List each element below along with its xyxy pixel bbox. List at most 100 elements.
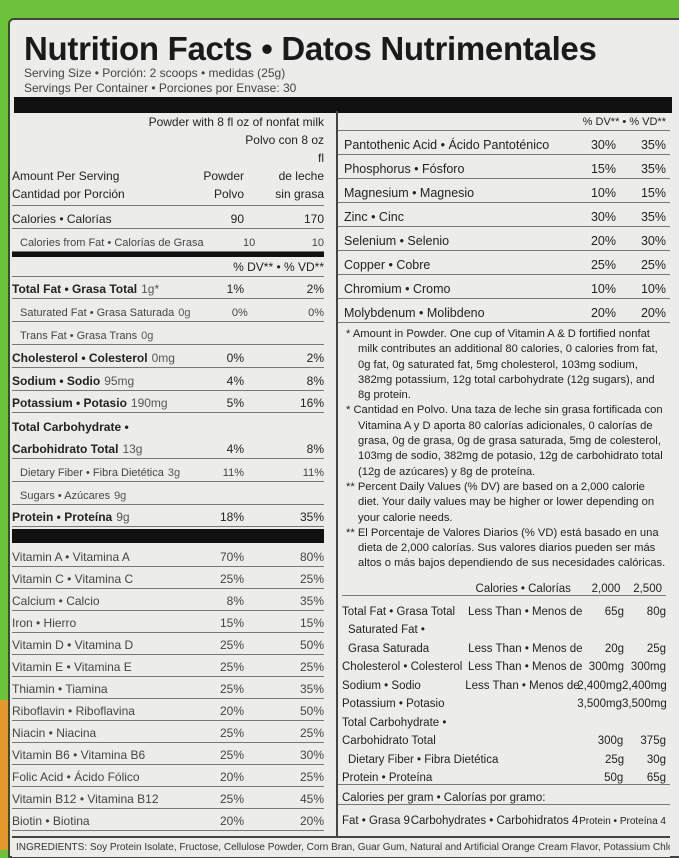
nutrient-amount: 0g bbox=[178, 307, 191, 320]
cell-b: 35% bbox=[640, 162, 666, 176]
dv-row: Total Carbohydrate • bbox=[338, 710, 670, 729]
nutrient-dv: 18% bbox=[219, 510, 244, 525]
cell-a: 2,400mg bbox=[577, 679, 622, 692]
col-powder: Powder bbox=[203, 169, 244, 183]
cell-b: 30% bbox=[640, 234, 666, 248]
dv-calories-label: Calories • Calorías bbox=[475, 583, 571, 596]
nutrient-dv: 2% bbox=[306, 282, 324, 297]
servings-per-container: Servings Per Container • Porciones por E… bbox=[24, 81, 297, 95]
nutrient-name: Sugars • Azúcares bbox=[20, 489, 111, 502]
nutrient-dv: 0% bbox=[231, 307, 248, 320]
nutrient-dv: 5% bbox=[226, 396, 244, 411]
cell-name: Vitamin E • Vitamina E bbox=[12, 660, 132, 675]
cell-n: Potassium • Potasio bbox=[342, 698, 445, 711]
nutrient-amount: 9g bbox=[116, 510, 130, 525]
cell-name: Calories • Calorías bbox=[12, 211, 112, 226]
nutrient-amount: 95mg bbox=[104, 373, 135, 388]
serving-size: Serving Size • Porción: 2 scoops • medid… bbox=[24, 66, 286, 80]
footnotes: * Amount in Powder. One cup of Vitamin A… bbox=[338, 323, 670, 572]
minerals-dv-header: % DV** • % VD** bbox=[582, 116, 666, 128]
vitamin-row: Vitamin D • Vitamina D 25% 50% bbox=[12, 633, 324, 656]
cell-a: 25% bbox=[219, 748, 244, 763]
cell-b: 35% bbox=[640, 210, 666, 224]
ingredients: INGREDIENTS: Soy Protein Isolate, Fructo… bbox=[12, 836, 670, 857]
dv-header: % DV** • % VD** bbox=[233, 259, 324, 274]
nutrient-dv: 1% bbox=[226, 282, 244, 297]
cell-b: 10 bbox=[311, 236, 324, 249]
dv-row: Total Fat • Grasa Total Less Than • Menos… bbox=[338, 599, 670, 618]
nutrient-name: Saturated Fat • Grasa Saturada bbox=[20, 307, 175, 320]
cell-name: Chromium • Cromo bbox=[344, 282, 451, 296]
nutrient-dv: 4% bbox=[226, 441, 244, 456]
cell-name: Pantothenic Acid • Ácido Pantoténico bbox=[344, 138, 550, 152]
cell-name: Vitamin D • Vitamina D bbox=[12, 638, 134, 653]
carb-cal: Carbohydrates • Carbohidratos 4 bbox=[410, 815, 579, 828]
dv-row: Carbohidrato Total 300g 375g bbox=[338, 729, 670, 747]
cell-b: 50% bbox=[299, 638, 324, 653]
cell-l: Less Than • Menos de bbox=[468, 661, 583, 674]
nutrient-dv: 0% bbox=[308, 307, 324, 320]
vitamin-row: Thiamin • Tiamina 25% 35% bbox=[12, 677, 324, 700]
dv-2000: 2,000 bbox=[591, 583, 621, 596]
nutrient-name: Protein • Proteína bbox=[12, 510, 113, 525]
cell-l: Less Than • Menos de bbox=[468, 642, 583, 655]
cell-name: Molybdenum • Molibdeno bbox=[344, 306, 485, 320]
vitamin-row: Vitamin A • Vitamina A 70% 80% bbox=[12, 545, 324, 568]
nutrient-amount: 13g bbox=[122, 441, 143, 456]
cell-b: 45% bbox=[299, 792, 324, 807]
nutrient-row: Sodium • Sodio 95mg 4% 8% bbox=[12, 368, 324, 391]
calories-row: Calories from Fat • Calorías de Grasa 10 1… bbox=[12, 229, 324, 252]
nutrient-row: Sugars • Azúcares 9g bbox=[12, 482, 324, 505]
cell-name: Niacin • Niacina bbox=[12, 726, 97, 741]
cell-l: Less Than • Menos de bbox=[465, 679, 580, 692]
nutrient-name: Trans Fat • Grasa Trans bbox=[20, 329, 138, 342]
nutrient-row: Potassium • Potasio 190mg 5% 16% bbox=[12, 391, 324, 414]
divider-bar bbox=[12, 529, 324, 544]
vitamin-row: Biotin • Biotina 20% 20% bbox=[12, 809, 324, 832]
cell-l: Less Than • Menos de bbox=[468, 605, 583, 618]
cell-b: 300mg bbox=[630, 661, 666, 674]
divider-bar bbox=[14, 97, 672, 113]
calories-row: Calories • Calorías 90 170 bbox=[12, 206, 324, 229]
cell-name: Riboflavin • Riboflavina bbox=[12, 704, 135, 719]
cell-a: 20% bbox=[590, 306, 616, 320]
cell-a: 8% bbox=[226, 594, 244, 609]
cell-a: 3,500mg bbox=[577, 698, 622, 711]
cell-name: Biotin • Biotina bbox=[12, 814, 90, 829]
vitamin-row: Iron • Hierro 15% 15% bbox=[12, 611, 324, 634]
cantidad-por-porcion: Cantidad por Porción bbox=[12, 187, 125, 201]
cell-name: Vitamin C • Vitamina C bbox=[12, 572, 134, 587]
mineral-row: Molybdenum • Molibdeno 20% 20% bbox=[338, 299, 670, 323]
col-milk-es: Polvo con 8 oz fl bbox=[245, 133, 324, 165]
col-polvo: Polvo bbox=[213, 187, 244, 201]
cell-n: Sodium • Sodio bbox=[342, 679, 421, 692]
dv-row: Protein • Proteína 50g 65g bbox=[338, 766, 670, 784]
cell-a: 15% bbox=[219, 616, 244, 631]
cell-n: Dietary Fiber • Fibra Dietética bbox=[348, 753, 499, 766]
nutrient-name: Total Carbohydrate • bbox=[12, 420, 129, 435]
nutrient-row: Protein • Proteína 9g 18% 35% bbox=[12, 505, 324, 528]
fat-cal: Fat • Grasa 9 bbox=[342, 815, 410, 828]
nutrient-amount: 1g* bbox=[141, 282, 160, 297]
nutrient-name: Cholesterol • Colesterol bbox=[12, 350, 148, 365]
nutrient-name: Sodium • Sodio bbox=[12, 373, 101, 388]
dv-row: Cholesterol • Colesterol Less Than • Meno… bbox=[338, 655, 670, 674]
nutrient-row: Cholesterol • Colesterol 0mg 0% 2% bbox=[12, 345, 324, 368]
cell-a: 25% bbox=[219, 572, 244, 587]
footnote: ** El Porcentaje de Valores Diarios (% V… bbox=[346, 526, 666, 570]
nutrient-name: Total Fat • Grasa Total bbox=[12, 282, 138, 297]
nutrient-dv: 16% bbox=[299, 396, 324, 411]
cell-n: Total Fat • Grasa Total bbox=[342, 605, 456, 618]
cell-name: Vitamin A • Vitamina A bbox=[12, 550, 130, 565]
cell-name: Folic Acid • Ácido Fólico bbox=[12, 770, 140, 785]
mineral-row: Chromium • Cromo 10% 10% bbox=[338, 275, 670, 299]
left-column: Powder with 8 fl oz of nonfat milk Amoun… bbox=[12, 112, 324, 832]
cell-a: 10 bbox=[242, 236, 256, 249]
vitamin-row: Vitamin B12 • Vitamina B12 25% 45% bbox=[12, 787, 324, 810]
nutrient-row: Trans Fat • Grasa Trans 0g bbox=[12, 322, 324, 345]
vitamin-row: Riboflavin • Riboflavina 20% 50% bbox=[12, 699, 324, 722]
cell-a: 20% bbox=[219, 704, 244, 719]
cell-b: 3,500mg bbox=[622, 698, 667, 711]
cell-name: Copper • Cobre bbox=[344, 258, 431, 272]
mineral-row: Selenium • Selenio 20% 30% bbox=[338, 227, 670, 251]
